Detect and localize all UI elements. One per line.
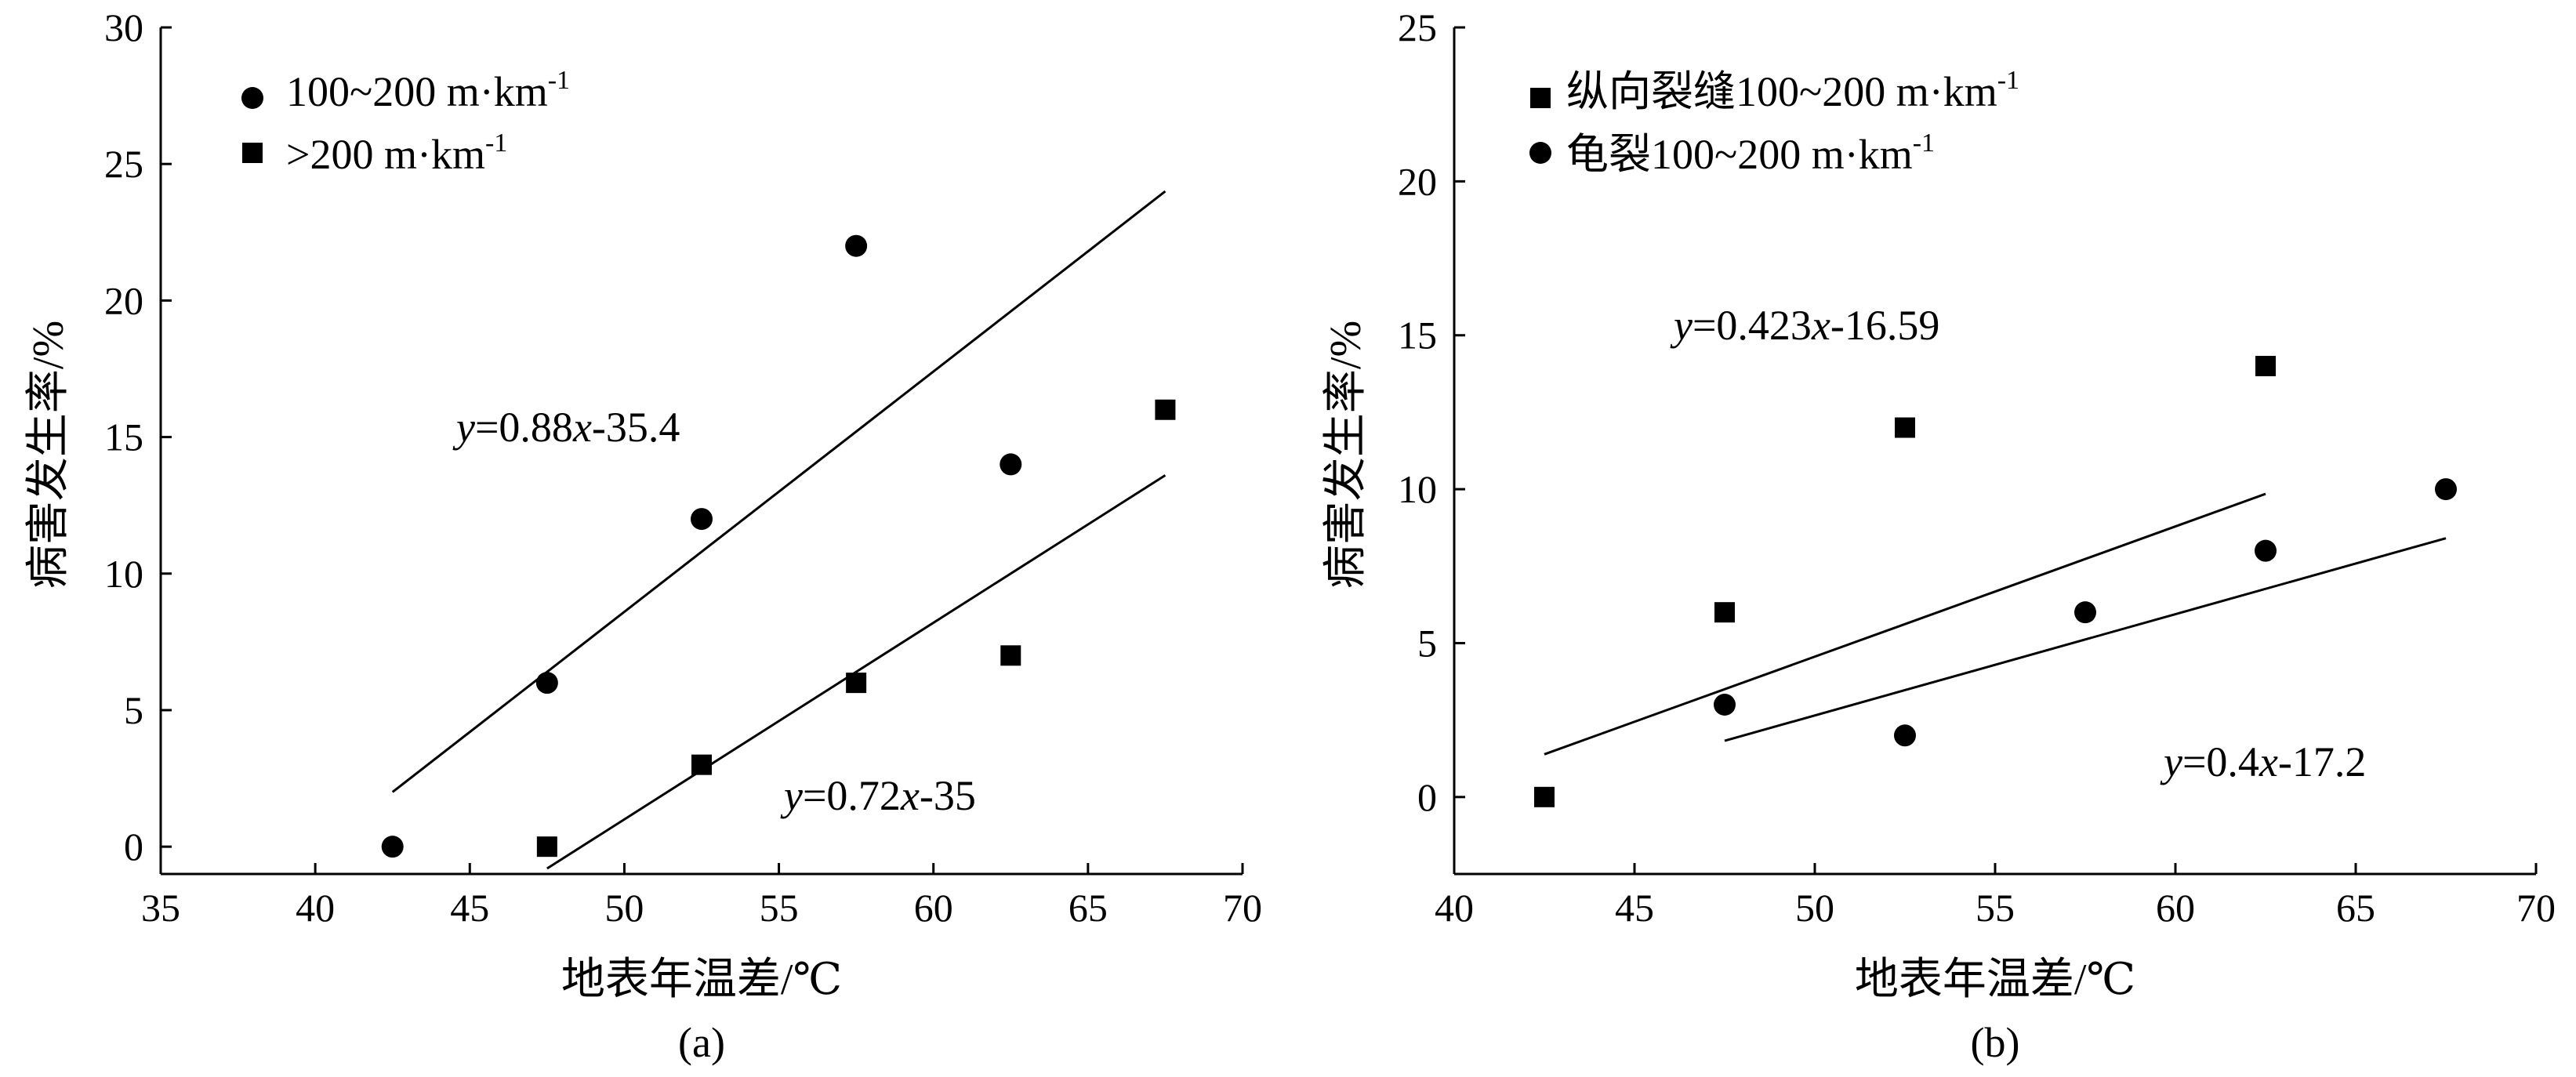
point-b-0-0 [1534, 786, 1555, 807]
x-tick-label-a-3: 50 [604, 886, 644, 930]
point-b-1-4 [2435, 478, 2457, 501]
x-tick-label-b-0: 40 [1435, 886, 1474, 930]
point-a-0-3 [845, 234, 868, 257]
fit-line-b-0 [1544, 492, 2266, 756]
equation-a-1: y=0.72x-35 [780, 772, 976, 819]
x-tick-label-a-1: 40 [296, 886, 335, 930]
x-tick-label-a-7: 70 [1223, 886, 1262, 930]
point-a-1-4 [1155, 399, 1176, 420]
y-tick-label-b-4: 20 [1398, 159, 1437, 203]
equation-b-0: y=0.423x-16.59 [1670, 302, 1939, 349]
legend-marker-b-0 [1530, 88, 1551, 108]
legend-label-b-0: 纵向裂缝100~200 m·km-1 [1566, 66, 2019, 115]
panel-label-a: (a) [678, 1019, 725, 1066]
point-a-1-0 [536, 836, 557, 858]
x-tick-label-a-6: 65 [1068, 886, 1108, 930]
y-tick-label-b-3: 15 [1398, 314, 1437, 357]
point-a-0-0 [381, 836, 404, 858]
point-a-0-2 [691, 508, 713, 531]
y-axis-label-b: 病害发生率/% [1322, 321, 1370, 589]
panel-a-axes: 35 40 45 50 55 60 65 70 0 5 10 15 20 25 30 [104, 5, 1262, 930]
equation-b-1: y=0.4x-17.2 [2160, 738, 2366, 785]
point-b-1-0 [1714, 694, 1736, 716]
panel-a-marks [381, 190, 1176, 870]
point-a-1-3 [1000, 645, 1021, 666]
y-tick-label-a-5: 25 [104, 142, 143, 186]
point-a-0-4 [1000, 453, 1022, 476]
y-tick-label-b-0: 0 [1417, 775, 1437, 819]
x-tick-label-b-6: 70 [2516, 886, 2556, 930]
point-a-1-1 [691, 754, 712, 775]
y-tick-label-b-1: 5 [1417, 621, 1437, 665]
y-tick-label-a-6: 30 [104, 5, 143, 49]
panel-a: 35 40 45 50 55 60 65 70 0 5 10 15 20 25 30 100~200 m·k… [24, 5, 1262, 1066]
x-tick-label-a-2: 45 [450, 886, 489, 930]
point-b-1-1 [1894, 724, 1916, 747]
point-b-0-2 [1895, 417, 1915, 438]
x-axis-label-b: 地表年温差/℃ [1855, 956, 2135, 1004]
panel-a-legend: 100~200 m·km-1 >200 m·km-1 [241, 66, 570, 178]
y-tick-label-b-5: 25 [1398, 5, 1437, 49]
x-tick-label-b-3: 55 [1976, 886, 2015, 930]
legend-label-a-1: >200 m·km-1 [286, 129, 507, 178]
x-tick-label-a-5: 60 [914, 886, 953, 930]
fit-line-a-0 [391, 190, 1166, 793]
point-b-1-2 [2074, 601, 2096, 624]
y-axis-label-a: 病害发生率/% [24, 321, 73, 589]
x-tick-label-b-4: 60 [2156, 886, 2195, 930]
point-b-1-3 [2255, 539, 2277, 562]
point-b-0-3 [2255, 356, 2276, 376]
legend-marker-a-0 [241, 87, 263, 109]
panel-b: 40 45 50 55 60 65 70 0 5 10 15 20 25 纵向裂缝100~200 m·k… [1322, 5, 2556, 1066]
y-tick-label-a-1: 5 [124, 688, 143, 732]
point-a-0-1 [535, 672, 558, 694]
y-tick-label-a-2: 10 [104, 552, 143, 596]
y-tick-label-b-2: 10 [1398, 467, 1437, 511]
x-tick-label-b-1: 45 [1615, 886, 1654, 930]
y-tick-label-a-3: 15 [104, 415, 143, 459]
point-a-1-2 [846, 673, 867, 694]
legend-label-b-1: 龟裂100~200 m·km-1 [1566, 129, 1935, 178]
panel-b-axes: 40 45 50 55 60 65 70 0 5 10 15 20 25 [1398, 5, 2556, 930]
x-tick-label-a-4: 55 [760, 886, 799, 930]
legend-label-a-0: 100~200 m·km-1 [286, 66, 570, 115]
point-b-0-1 [1714, 602, 1735, 623]
y-tick-label-a-0: 0 [124, 825, 143, 868]
legend-marker-b-1 [1529, 142, 1551, 164]
panel-b-legend: 纵向裂缝100~200 m·km-1 龟裂100~200 m·km-1 [1529, 66, 2019, 178]
x-tick-label-b-2: 50 [1795, 886, 1834, 930]
panel-b-marks [1534, 356, 2457, 807]
y-tick-label-a-4: 20 [104, 278, 143, 322]
x-tick-label-a-0: 35 [141, 886, 180, 930]
fit-line-b-1 [1724, 537, 2447, 742]
x-axis-label-a: 地表年温差/℃ [561, 956, 842, 1004]
x-tick-label-b-5: 65 [2336, 886, 2375, 930]
fit-line-a-1 [546, 474, 1166, 870]
equation-a-0: y=0.88x-35.4 [452, 404, 680, 451]
legend-marker-a-1 [242, 143, 263, 163]
panel-label-b: (b) [1971, 1019, 2020, 1066]
